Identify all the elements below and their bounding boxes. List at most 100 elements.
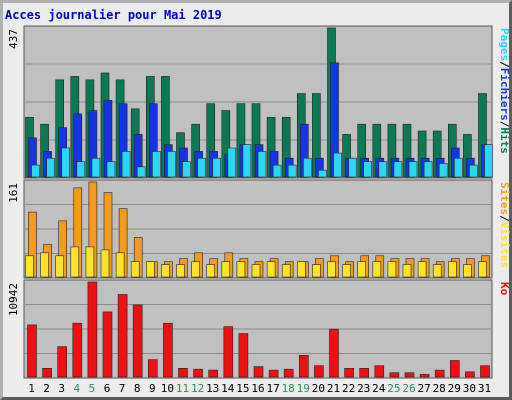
bar-sites-day-18: [281, 264, 291, 278]
bar-pages-day-25: [393, 161, 403, 178]
x-tick-label-16: 16: [251, 382, 264, 395]
legend-middle-panel: Sites/Visites: [498, 182, 511, 268]
bar-kb-day-23: [359, 367, 370, 378]
bar-sites-day-31: [478, 261, 487, 278]
legend-bottom-panel: Ko: [498, 282, 511, 296]
x-tick-label-10: 10: [161, 382, 174, 395]
x-tick-label-20: 20: [312, 382, 325, 395]
bar-kb-day-3: [57, 346, 68, 378]
bar-kb-day-22: [344, 367, 354, 378]
bar-sites-day-24: [372, 261, 382, 278]
x-tick-label-19: 19: [297, 382, 310, 395]
bar-kb-day-16: [253, 366, 264, 378]
bar-sites-day-29: [447, 261, 457, 278]
bar-sites-day-14: [221, 261, 231, 278]
bar-kb-day-4: [72, 322, 83, 378]
y-max-label: 437: [7, 29, 20, 49]
x-tick-label-9: 9: [149, 382, 156, 395]
bar-kb-day-17: [268, 369, 279, 378]
bar-kb-day-11: [178, 367, 188, 378]
y-max-label: 10942: [7, 283, 20, 316]
x-tick-label-7: 7: [119, 382, 126, 395]
bar-sites-day-1: [25, 255, 34, 278]
bar-kb-day-15: [238, 333, 249, 378]
bar-kb-day-6: [102, 311, 113, 378]
bar-pages-day-4: [76, 161, 86, 178]
bar-pages-day-5: [91, 157, 101, 178]
bar-sites-day-8: [130, 261, 140, 278]
bar-sites-day-10: [161, 264, 170, 278]
bar-sites-day-19: [296, 261, 306, 278]
bar-sites-day-22: [342, 264, 351, 278]
bar-pages-day-13: [212, 157, 221, 178]
bar-sites-day-3: [55, 255, 65, 278]
x-tick-label-1: 1: [28, 382, 35, 395]
x-tick-label-29: 29: [448, 382, 461, 395]
bar-pages-day-24: [378, 161, 388, 178]
bar-pages-day-3: [61, 147, 71, 178]
bar-kb-day-10: [163, 322, 173, 378]
bar-pages-day-17: [272, 164, 282, 178]
x-tick-label-11: 11: [176, 382, 189, 395]
y-max-label: 161: [7, 183, 20, 203]
x-tick-label-31: 31: [478, 382, 491, 395]
x-tick-label-4: 4: [73, 382, 80, 395]
bar-pages-day-6: [106, 161, 116, 178]
bar-sites-day-6: [100, 249, 110, 278]
bar-pages-day-16: [257, 151, 267, 178]
bar-kb-day-24: [374, 365, 385, 378]
x-tick-label-12: 12: [191, 382, 204, 395]
legend-top-panel: Pages/Fichiers/Hits: [498, 28, 511, 154]
x-tick-label-24: 24: [372, 382, 386, 395]
bar-kb-day-30: [465, 371, 475, 378]
x-tick-label-18: 18: [282, 382, 295, 395]
bar-pages-day-12: [197, 157, 206, 178]
bar-kb-day-7: [117, 294, 128, 378]
bar-pages-day-15: [242, 144, 252, 178]
bar-sites-day-16: [251, 264, 261, 278]
x-tick-label-6: 6: [104, 382, 111, 395]
x-tick-label-14: 14: [221, 382, 235, 395]
bar-kb-day-21: [329, 328, 339, 378]
legend-entry: Fichiers: [498, 68, 511, 121]
bar-kb-day-19: [298, 354, 309, 378]
bar-pages-day-31: [484, 144, 493, 178]
x-tick-label-23: 23: [357, 382, 370, 395]
x-tick-label-15: 15: [236, 382, 249, 395]
legend-entry: Visites: [498, 222, 511, 268]
bar-pages-day-29: [453, 157, 463, 178]
bar-kb-day-28: [434, 369, 445, 378]
bar-kb-day-1: [27, 324, 37, 378]
bar-sites-day-21: [327, 261, 336, 278]
bar-pages-day-30: [469, 164, 478, 178]
legend-entry: Sites: [498, 182, 511, 215]
bar-kb-day-14: [223, 326, 234, 378]
bar-sites-day-2: [40, 252, 49, 278]
bar-kb-day-8: [132, 304, 143, 378]
x-tick-label-28: 28: [433, 382, 446, 395]
bar-pages-day-21: [333, 152, 342, 178]
bar-pages-day-26: [408, 161, 418, 178]
bar-kb-day-31: [480, 365, 490, 378]
legend-entry: Hits: [498, 127, 511, 154]
bar-pages-day-28: [438, 163, 448, 178]
bar-kb-day-27: [419, 374, 430, 378]
bar-sites-day-13: [206, 264, 215, 278]
bar-pages-day-10: [167, 151, 176, 178]
bar-sites-day-4: [70, 246, 80, 278]
bar-sites-day-27: [417, 261, 427, 278]
bar-pages-day-18: [287, 164, 297, 178]
bar-sites-day-25: [387, 261, 397, 278]
x-tick-label-17: 17: [266, 382, 279, 395]
bar-sites-day-5: [85, 246, 95, 278]
bar-kb-day-5: [87, 281, 98, 378]
bar-sites-day-17: [266, 261, 276, 278]
bar-pages-day-23: [363, 161, 373, 178]
bar-pages-day-11: [182, 161, 191, 178]
bar-kb-day-13: [208, 369, 218, 378]
bar-sites-day-12: [191, 261, 200, 278]
bar-sites-day-28: [432, 264, 442, 278]
bar-pages-day-22: [348, 157, 357, 178]
legend-entry: /: [498, 215, 511, 222]
